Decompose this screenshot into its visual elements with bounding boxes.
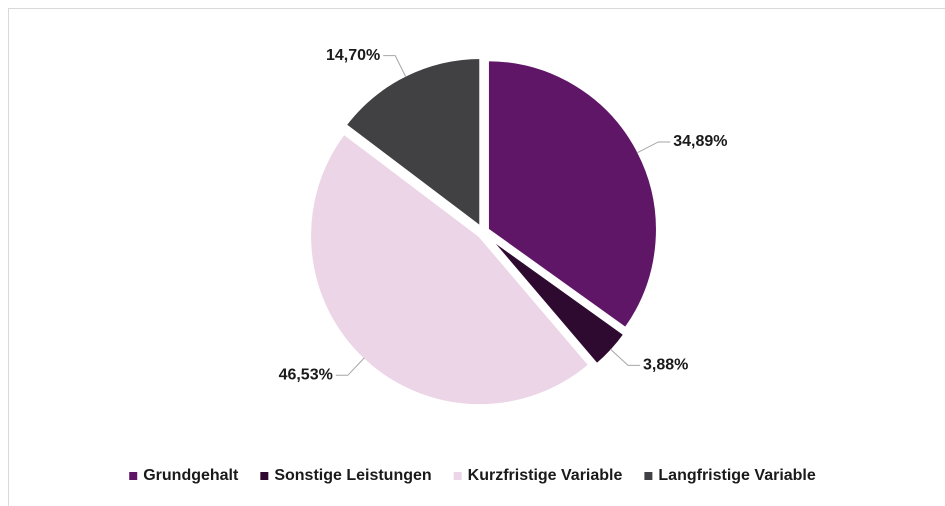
- data-label: 34,89%: [673, 133, 727, 150]
- data-label: 14,70%: [326, 47, 380, 64]
- legend-label: Kurzfristige Variable: [468, 467, 623, 484]
- leader-line: [636, 141, 671, 154]
- legend-swatch: [260, 472, 269, 480]
- legend-label: Langfristige Variable: [658, 467, 815, 484]
- leader-line: [335, 357, 365, 376]
- leader-line: [383, 55, 407, 78]
- legend-label: Sonstige Leistungen: [274, 467, 431, 484]
- legend-swatch: [453, 472, 462, 480]
- legend-label: Grundgehalt: [143, 467, 239, 484]
- legend-swatch: [644, 472, 653, 480]
- data-label: 3,88%: [643, 357, 688, 374]
- legend-swatch: [129, 472, 138, 480]
- leader-line: [610, 348, 641, 366]
- data-label: 46,53%: [279, 367, 333, 384]
